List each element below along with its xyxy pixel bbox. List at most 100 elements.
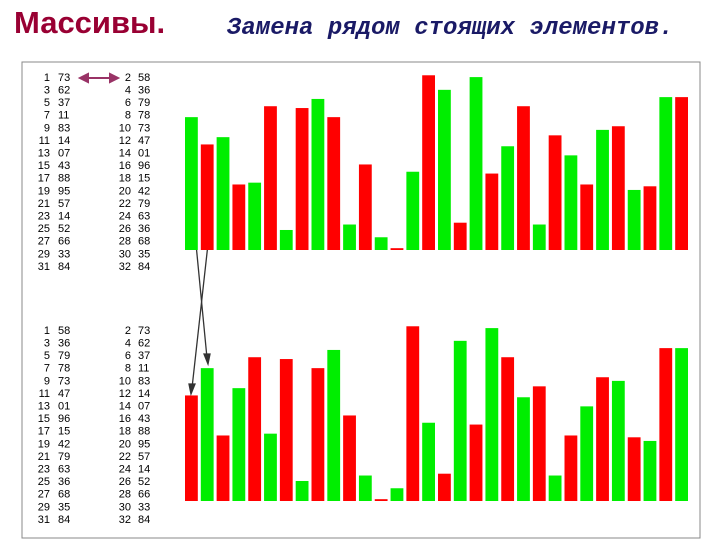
bar <box>532 224 546 250</box>
index-label: 21 <box>38 451 50 463</box>
value-label: 33 <box>58 248 70 260</box>
bar <box>264 106 277 250</box>
bar <box>438 473 451 501</box>
value-label: 42 <box>138 185 150 197</box>
value-label: 78 <box>58 363 70 375</box>
subtitle: Замена рядом стоящих элементов. <box>226 15 673 42</box>
index-label: 30 <box>119 248 131 260</box>
index-label: 23 <box>38 464 50 476</box>
value-label: 58 <box>58 325 70 337</box>
index-label: 31 <box>38 514 50 526</box>
index-label: 13 <box>38 401 50 413</box>
value-label: 57 <box>138 451 150 463</box>
index-label: 4 <box>125 85 131 97</box>
value-label: 15 <box>138 173 150 185</box>
bar <box>390 248 404 250</box>
bar <box>643 440 657 501</box>
bar <box>564 435 578 501</box>
bar <box>453 340 467 501</box>
value-label: 11 <box>58 110 69 122</box>
index-label: 26 <box>119 476 131 488</box>
index-label: 6 <box>125 350 131 362</box>
index-label: 10 <box>119 122 131 134</box>
value-label: 14 <box>138 388 150 400</box>
bar <box>659 348 673 501</box>
bar <box>438 89 451 250</box>
index-label: 18 <box>119 173 131 185</box>
index-label: 29 <box>38 248 50 260</box>
bar <box>406 326 420 501</box>
value-label: 58 <box>138 72 150 84</box>
bar <box>422 422 435 501</box>
value-label: 07 <box>58 148 70 160</box>
value-label: 73 <box>138 325 150 337</box>
value-label: 47 <box>138 135 150 147</box>
bar <box>200 144 214 250</box>
bar <box>580 406 594 501</box>
index-label: 18 <box>119 426 131 438</box>
index-label: 14 <box>119 401 131 413</box>
value-label: 07 <box>138 401 150 413</box>
value-label: 42 <box>58 438 70 450</box>
bar <box>564 155 578 250</box>
value-label: 88 <box>58 173 70 185</box>
value-label: 79 <box>138 97 150 109</box>
value-label: 73 <box>58 375 70 387</box>
index-label: 22 <box>119 451 131 463</box>
index-label: 23 <box>38 211 50 223</box>
bar <box>517 106 530 250</box>
bar <box>279 229 293 250</box>
index-label: 11 <box>39 388 50 400</box>
value-label: 14 <box>58 135 70 147</box>
index-label: 21 <box>38 198 50 210</box>
value-label: 01 <box>58 401 70 413</box>
bar <box>185 117 198 250</box>
index-label: 31 <box>38 261 50 273</box>
index-label: 3 <box>44 338 50 350</box>
bar <box>374 237 388 250</box>
move-arrows <box>188 243 211 397</box>
value-label: 96 <box>138 160 150 172</box>
index-label: 10 <box>119 375 131 387</box>
value-label: 79 <box>58 350 70 362</box>
bar <box>580 184 594 250</box>
bar <box>422 75 435 250</box>
index-label: 32 <box>119 261 131 273</box>
bar <box>627 437 641 501</box>
bar <box>185 395 198 501</box>
bar <box>485 173 499 250</box>
value-label: 73 <box>58 72 70 84</box>
value-label: 88 <box>138 426 150 438</box>
index-label: 19 <box>38 185 50 197</box>
index-label: 2 <box>125 72 131 84</box>
value-label: 84 <box>58 261 70 273</box>
value-label: 63 <box>58 464 70 476</box>
index-label: 30 <box>119 501 131 513</box>
bar <box>311 368 325 501</box>
index-label: 26 <box>119 223 131 235</box>
bar <box>485 328 499 501</box>
index-label: 25 <box>38 476 50 488</box>
index-label: 28 <box>119 489 131 501</box>
bar <box>469 77 483 250</box>
bar <box>390 488 404 501</box>
bar <box>596 129 609 250</box>
index-label: 8 <box>125 110 131 122</box>
bar <box>343 224 356 250</box>
value-label: 96 <box>58 413 70 425</box>
swap-arrow <box>77 72 121 84</box>
value-label: 83 <box>138 375 150 387</box>
bar <box>453 222 467 250</box>
index-label: 15 <box>38 413 50 425</box>
index-label: 2 <box>125 325 131 337</box>
value-label: 79 <box>138 198 150 210</box>
value-label: 83 <box>58 122 70 134</box>
value-label: 37 <box>58 97 70 109</box>
value-label: 36 <box>138 223 150 235</box>
bar <box>501 146 515 250</box>
value-label: 66 <box>138 489 150 501</box>
index-label: 5 <box>44 97 50 109</box>
index-label: 1 <box>44 72 50 84</box>
value-label: 66 <box>58 236 70 248</box>
index-label: 17 <box>38 426 50 438</box>
